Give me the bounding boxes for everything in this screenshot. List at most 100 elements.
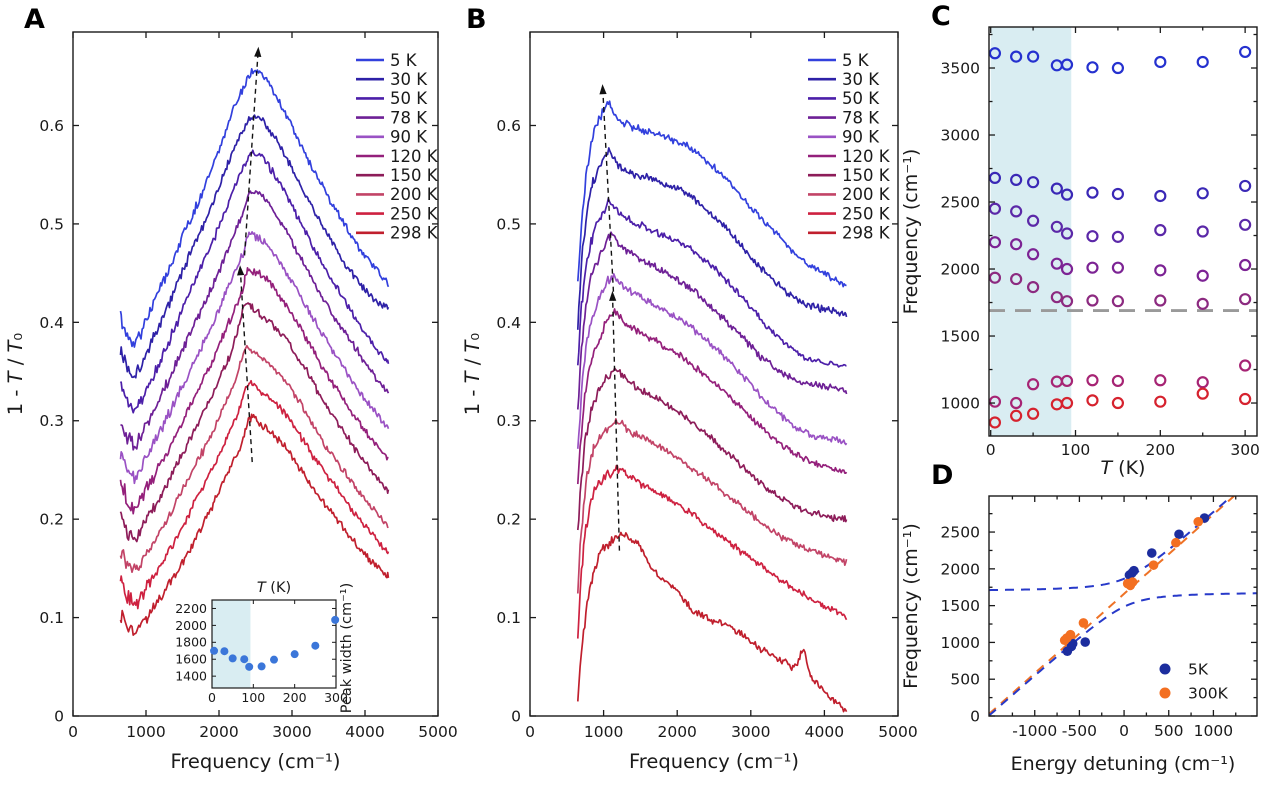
inset-point [290, 650, 299, 659]
panel-b-label: B [466, 4, 487, 35]
svg-text:2000: 2000 [941, 560, 980, 578]
svg-text:2500: 2500 [941, 523, 980, 541]
xaxis-label-A: Frequency (cm⁻¹) [171, 750, 341, 773]
scatter-point [1196, 187, 1209, 200]
scatter-point [1060, 374, 1074, 388]
legend-label: 90 K [842, 128, 880, 147]
inset-point [331, 615, 340, 624]
svg-text:0.4: 0.4 [496, 314, 521, 332]
scatter-point [1060, 396, 1074, 410]
scatter-point [1010, 50, 1023, 63]
svg-text:100: 100 [241, 690, 265, 705]
peak-shift-arrow [599, 84, 615, 301]
scatter-point [1010, 173, 1023, 187]
legend-swatch [1159, 663, 1171, 675]
legend-entry-30-k: 30 K [356, 70, 428, 89]
scatter-point [1239, 45, 1252, 59]
scatter-point [1239, 179, 1252, 193]
scatter-point [1078, 618, 1089, 628]
scatter-point [1027, 407, 1040, 420]
svg-text:1000: 1000 [1194, 722, 1233, 740]
scatter-point [1010, 205, 1023, 218]
scatter-point [1060, 188, 1074, 201]
panel-d-legend: 5K 300K [1159, 660, 1229, 702]
curve-298-k [119, 413, 390, 636]
svg-text:0.6: 0.6 [39, 117, 64, 135]
scatter-point [1060, 58, 1074, 71]
legend-entry-298-k: 298 K [356, 224, 439, 243]
scatter-point [1127, 577, 1138, 587]
scatter-point [1174, 529, 1184, 540]
curve-50-k [119, 149, 390, 414]
panel-a-axes: 0 1000 2000 3000 4000 500000.10.20.30.40.50.6… [4, 31, 458, 773]
legend-entry-5k: 5K [1159, 660, 1209, 678]
svg-text:0.5: 0.5 [39, 215, 64, 233]
legend-label: 120 K [390, 147, 439, 166]
curve-200-k [119, 344, 389, 574]
panel-d-fit-curves [989, 496, 1257, 716]
svg-text:1800: 1800 [175, 635, 207, 650]
peak-shift-arrow [609, 290, 621, 551]
inset-point [220, 647, 229, 656]
scatter-point [1196, 376, 1209, 389]
svg-text:1000: 1000 [126, 723, 165, 741]
scatter-point [1080, 637, 1091, 647]
legend-label: 5K [1188, 660, 1209, 678]
legend-entry-150-k: 150 K [356, 166, 439, 185]
scatter-point [1193, 516, 1204, 527]
svg-text:-500: -500 [1062, 722, 1097, 740]
scatter-point [988, 47, 1002, 60]
scatter-point [1050, 220, 1063, 233]
scatter-point [1196, 225, 1209, 238]
svg-text:1600: 1600 [175, 652, 207, 667]
series-300k [1059, 516, 1204, 646]
legend-label: 5 K [842, 51, 870, 70]
yaxis-label-B: 1 - T / T₀ [461, 333, 484, 416]
legend-label: 50 K [842, 89, 880, 108]
curve-150-k [576, 367, 848, 531]
curve-78-k [120, 190, 390, 451]
scatter-point [1111, 230, 1125, 243]
scatter-point [1154, 189, 1167, 203]
legend-entry-30-k: 30 K [808, 70, 880, 89]
curve-90-k [576, 273, 848, 449]
inset-point [228, 654, 237, 663]
svg-text:100: 100 [1061, 441, 1091, 459]
inset-point [210, 646, 219, 655]
legend-label: 30 K [842, 70, 880, 89]
svg-text:500: 500 [950, 671, 980, 689]
scatter-point [1196, 269, 1209, 282]
svg-text:0: 0 [970, 707, 980, 725]
scatter-point [1111, 396, 1125, 410]
curve-150-k [119, 302, 390, 543]
scatter-branch-3 [988, 202, 1252, 243]
legend-entry-120-k: 120 K [356, 147, 439, 166]
svg-text:0: 0 [68, 723, 78, 741]
scatter-branch-2 [988, 171, 1252, 203]
svg-text:0: 0 [208, 690, 216, 705]
scatter-point [1086, 61, 1099, 74]
curve-78-k [576, 231, 848, 410]
scatter-point [1086, 261, 1099, 274]
scatter-branch-7 [988, 387, 1252, 429]
inset-ylabel: Peak width (cm⁻¹) [339, 583, 355, 714]
scatter-point [1060, 227, 1074, 240]
panel-c-axes: 0 100 200 300 1000 1500 2000 2500 3000 3500 T (K) F… [900, 26, 1260, 479]
scatter-point [1050, 182, 1063, 195]
inset-point [245, 662, 254, 671]
legend-entry-5-k: 5 K [356, 51, 418, 70]
svg-text:1500: 1500 [941, 597, 980, 615]
scatter-point [1010, 396, 1023, 410]
curve-30-k [576, 147, 848, 330]
inset-point [311, 641, 320, 650]
svg-text:0.2: 0.2 [496, 511, 521, 529]
scatter-point [1027, 50, 1040, 63]
legend-entry-5-k: 5 K [808, 51, 870, 70]
xaxis-label-C: T (K) [1101, 457, 1146, 479]
legend-entry-298-k: 298 K [808, 224, 891, 243]
svg-text:3500: 3500 [941, 59, 980, 77]
panel-c-label: C [931, 1, 951, 32]
